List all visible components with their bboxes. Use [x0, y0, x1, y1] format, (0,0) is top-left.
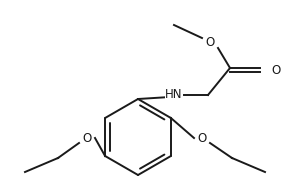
- Text: O: O: [205, 36, 215, 48]
- Text: HN: HN: [165, 88, 183, 102]
- Text: O: O: [82, 132, 92, 144]
- Text: O: O: [271, 63, 280, 77]
- Text: O: O: [197, 132, 207, 144]
